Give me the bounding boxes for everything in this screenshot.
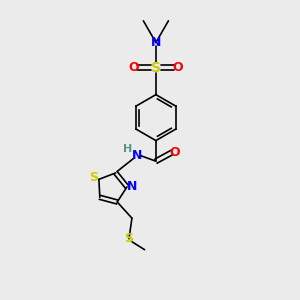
- Text: S: S: [151, 61, 161, 75]
- Text: N: N: [151, 36, 161, 49]
- Text: S: S: [89, 171, 98, 184]
- Text: N: N: [127, 180, 137, 194]
- Text: O: O: [128, 61, 139, 74]
- Text: H: H: [123, 144, 132, 154]
- Text: N: N: [132, 149, 142, 162]
- Text: O: O: [170, 146, 180, 159]
- Text: O: O: [173, 61, 183, 74]
- Text: S: S: [124, 232, 134, 245]
